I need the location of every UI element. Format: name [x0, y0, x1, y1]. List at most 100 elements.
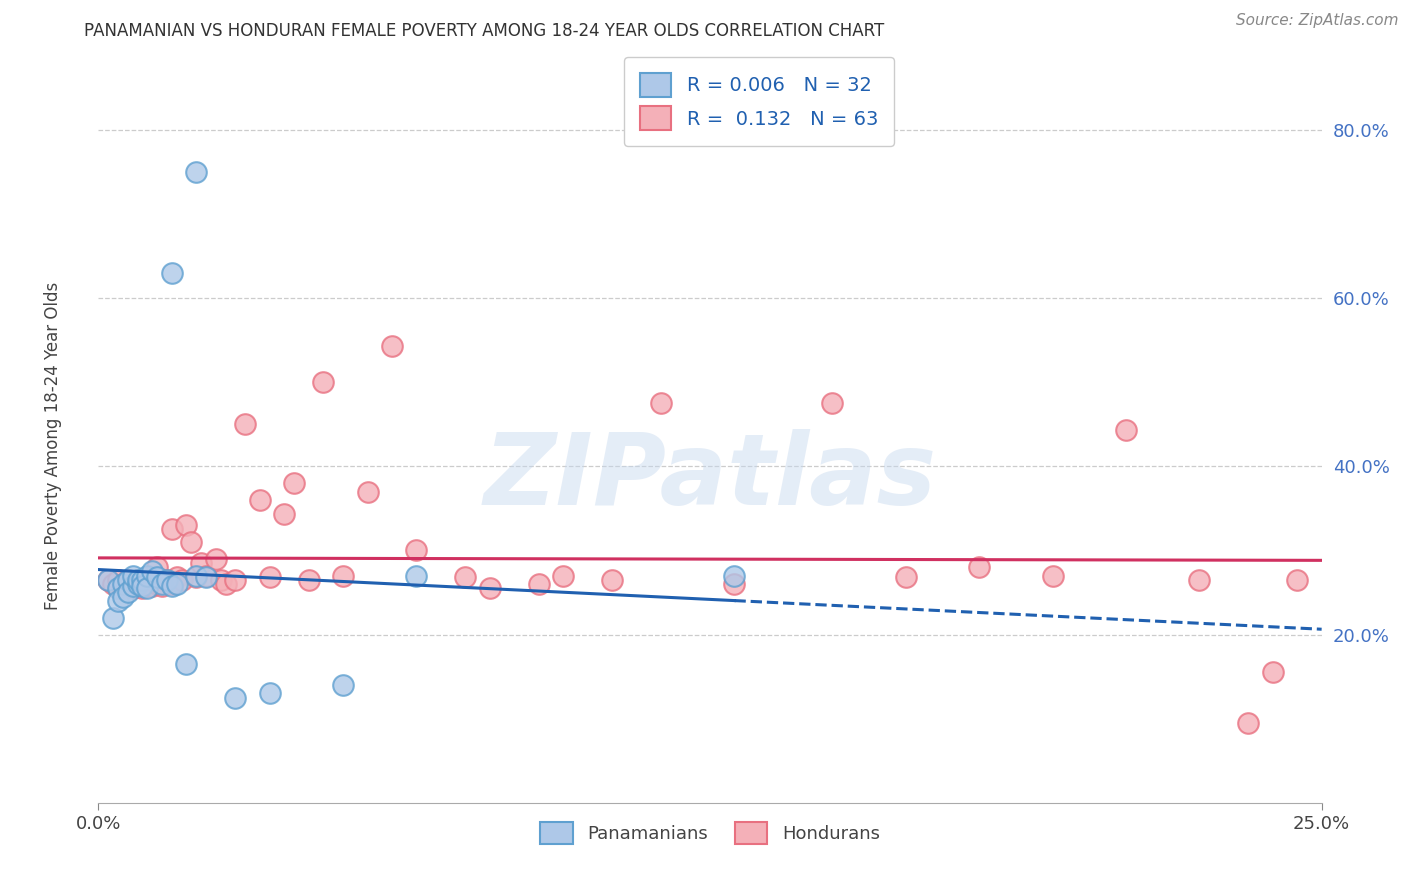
Point [156, 573, 179, 587]
Point [224, 690, 246, 705]
Point [224, 573, 246, 587]
Point [160, 266, 183, 280]
Point [249, 492, 271, 507]
Point [1237, 715, 1260, 730]
Point [136, 568, 159, 582]
Point [127, 577, 149, 591]
Point [1286, 573, 1309, 587]
Point [650, 396, 672, 410]
Point [160, 579, 183, 593]
Point [1188, 573, 1211, 587]
Point [454, 570, 477, 584]
Point [166, 577, 188, 591]
Point [600, 573, 623, 587]
Point [259, 686, 281, 700]
Point [478, 581, 501, 595]
Point [405, 568, 427, 582]
Point [160, 577, 183, 591]
Point [156, 573, 179, 587]
Point [283, 476, 305, 491]
Point [136, 570, 159, 584]
Legend: Panamanians, Hondurans: Panamanians, Hondurans [531, 813, 889, 853]
Point [205, 551, 228, 566]
Point [131, 581, 153, 595]
Point [117, 579, 139, 593]
Point [527, 577, 550, 591]
Point [107, 581, 129, 595]
Point [195, 570, 218, 584]
Point [723, 568, 745, 582]
Point [195, 568, 218, 582]
Point [146, 570, 169, 584]
Point [131, 579, 153, 593]
Point [332, 678, 354, 692]
Point [170, 573, 193, 587]
Text: ZIPatlas: ZIPatlas [484, 428, 936, 525]
Point [176, 518, 198, 533]
Text: Female Poverty Among 18-24 Year Olds: Female Poverty Among 18-24 Year Olds [45, 282, 62, 610]
Point [150, 573, 173, 587]
Point [186, 165, 208, 179]
Point [381, 339, 404, 353]
Point [141, 579, 163, 593]
Point [117, 573, 139, 587]
Point [111, 577, 134, 591]
Point [111, 581, 134, 595]
Point [1115, 423, 1137, 437]
Point [259, 570, 281, 584]
Point [405, 543, 427, 558]
Point [967, 560, 990, 574]
Point [312, 375, 335, 389]
Point [121, 577, 143, 591]
Point [146, 560, 169, 574]
Point [117, 573, 139, 587]
Point [209, 573, 232, 587]
Point [146, 577, 169, 591]
Point [107, 594, 129, 608]
Point [180, 535, 202, 549]
Point [190, 556, 212, 570]
Point [186, 568, 208, 582]
Point [121, 581, 143, 595]
Point [723, 577, 745, 591]
Point [117, 585, 139, 599]
Point [107, 573, 129, 587]
Text: Source: ZipAtlas.com: Source: ZipAtlas.com [1236, 13, 1399, 29]
Point [131, 573, 153, 587]
Point [136, 577, 159, 591]
Point [111, 577, 134, 591]
Point [273, 507, 295, 521]
Point [111, 590, 134, 604]
Point [233, 417, 256, 432]
Point [186, 570, 208, 584]
Point [141, 565, 163, 579]
Point [101, 577, 124, 591]
Point [136, 581, 159, 595]
Point [160, 522, 183, 536]
Point [298, 573, 321, 587]
Point [127, 579, 149, 593]
Point [141, 573, 163, 587]
Point [150, 577, 173, 591]
Point [821, 396, 844, 410]
Text: PANAMANIAN VS HONDURAN FEMALE POVERTY AMONG 18-24 YEAR OLDS CORRELATION CHART: PANAMANIAN VS HONDURAN FEMALE POVERTY AM… [84, 22, 884, 40]
Point [107, 581, 129, 595]
Point [127, 573, 149, 587]
Point [1261, 665, 1284, 680]
Point [121, 579, 143, 593]
Point [894, 570, 917, 584]
Point [176, 657, 198, 671]
Point [356, 484, 378, 499]
Point [332, 568, 354, 582]
Point [127, 573, 149, 587]
Point [101, 610, 124, 624]
Point [1042, 568, 1064, 582]
Point [166, 570, 188, 584]
Point [97, 573, 120, 587]
Point [131, 573, 153, 587]
Point [121, 568, 143, 582]
Point [150, 579, 173, 593]
Point [97, 573, 120, 587]
Point [214, 577, 236, 591]
Point [553, 568, 575, 582]
